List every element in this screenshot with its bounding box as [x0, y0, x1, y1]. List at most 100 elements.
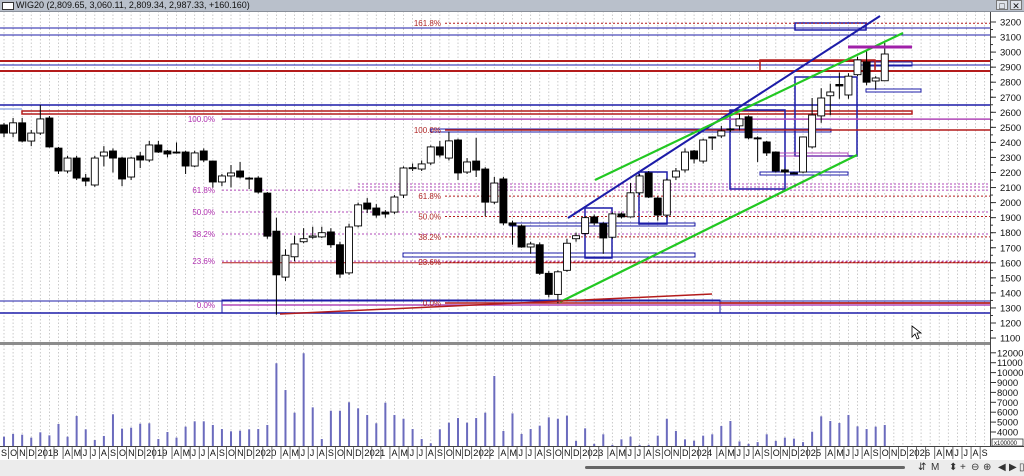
price-tick-label: 1200 [1000, 319, 1021, 330]
fib-left-label: 100.0% [188, 115, 215, 124]
candle-body-down [790, 172, 798, 175]
time-axis-label: J [637, 448, 642, 458]
price-tick-label: 3200 [1000, 18, 1021, 29]
candle [245, 177, 254, 190]
candle [699, 138, 708, 164]
candle-body-down [154, 144, 163, 153]
close-button[interactable]: ✕ [1010, 0, 1022, 11]
refresh-icon[interactable]: ⇵ [918, 462, 927, 473]
time-axis-label: N [891, 448, 898, 458]
panel-separator [0, 342, 1024, 345]
candle [263, 192, 272, 239]
time-axis-label: A [646, 448, 652, 458]
zone-rectangle [221, 299, 721, 314]
time-axis-label: A [864, 448, 870, 458]
scroll-left-icon[interactable]: ◀ [998, 462, 1006, 473]
candle [862, 49, 871, 86]
time-axis-label: O [228, 448, 235, 458]
time-axis-label: O [337, 448, 344, 458]
candle-body-down [862, 61, 871, 83]
time-axis-label: J [954, 448, 959, 458]
candle-body-down [199, 150, 208, 161]
m-icon[interactable]: M [931, 462, 940, 473]
candle-body-down [381, 211, 390, 215]
candle [599, 222, 608, 254]
candle-body-down [590, 216, 599, 224]
time-axis-label: M [836, 448, 844, 458]
price-tick-label: 2300 [1000, 153, 1021, 164]
crosshair-icon[interactable]: + [960, 462, 966, 473]
time-axis-label: D [464, 448, 471, 458]
candle [326, 228, 335, 248]
zoom-out-icon[interactable]: ⊖ [971, 462, 980, 473]
candle [345, 223, 353, 275]
candle-body-down [653, 197, 662, 216]
time-axis-label: N [346, 448, 353, 458]
candle-body-down [136, 155, 145, 161]
candle [72, 155, 81, 181]
long-term-trend-line [279, 293, 713, 315]
candle [708, 136, 717, 150]
time-axis-label: N [128, 448, 135, 458]
candle [853, 56, 862, 77]
candle [109, 148, 117, 173]
candle-body-up [127, 157, 136, 178]
candle [726, 128, 735, 132]
time-axis-label: S [328, 448, 334, 458]
time-axis-label: J [201, 448, 206, 458]
candle-body-up [90, 157, 99, 186]
candle-body-down [517, 225, 526, 248]
zone-rectangle [402, 252, 696, 258]
maximize-button[interactable]: □ [996, 0, 1008, 11]
candle [290, 235, 299, 262]
time-axis-label: O [446, 448, 453, 458]
time-axis-label: D [791, 448, 798, 458]
time-axis-label: J [855, 448, 860, 458]
candle [771, 151, 780, 173]
time-axis-label: A [973, 448, 979, 458]
fib-right-label: 38.2% [418, 233, 441, 242]
price-tick-label: 1700 [1000, 243, 1021, 254]
time-axis-label: M [183, 448, 191, 458]
price-tick-label: 2900 [1000, 63, 1021, 74]
time-axis-label: J [310, 448, 315, 458]
candle-body-up [190, 152, 199, 167]
candle [181, 150, 190, 175]
panel-icon[interactable]: ▯ [1019, 462, 1024, 473]
price-tick-label: 3000 [1000, 48, 1021, 59]
time-axis-label: J [628, 448, 633, 458]
time-axis-label: D [246, 448, 253, 458]
vertical-scale-icon[interactable]: ⬍ [949, 462, 958, 473]
candle [435, 140, 444, 158]
time-axis-label: 2022 [473, 448, 494, 459]
candle-body-up [426, 146, 435, 164]
candle-body-up [844, 75, 853, 96]
time-axis-label: D [900, 448, 907, 458]
time-axis-label: J [83, 448, 88, 458]
scroll-right-icon[interactable]: ▶ [1009, 462, 1017, 473]
time-axis-label: J [410, 448, 415, 458]
candle-body-up [227, 172, 235, 177]
zoom-in-icon[interactable]: ⊕ [983, 462, 992, 473]
candle [790, 171, 798, 175]
horizontal-scrollbar[interactable] [585, 466, 905, 469]
time-axis-label: D [28, 448, 35, 458]
candle [481, 167, 490, 217]
candle [535, 242, 544, 275]
candle [817, 88, 826, 123]
time-axis-label: 2021 [364, 448, 385, 459]
volume-tick-label: 9000 [997, 378, 1018, 389]
candle [735, 113, 744, 131]
candle-body-down [690, 150, 699, 160]
time-axis-label: S [546, 448, 552, 458]
candle-body-down [181, 151, 190, 167]
candle [54, 146, 63, 175]
candle-body-down [508, 222, 517, 226]
zone-rectangle [759, 59, 876, 72]
time-axis-label: 2023 [582, 448, 603, 459]
time-axis-label: J [192, 448, 197, 458]
time-axis-label: A [500, 448, 506, 458]
candle [127, 156, 136, 181]
candle [871, 76, 880, 90]
